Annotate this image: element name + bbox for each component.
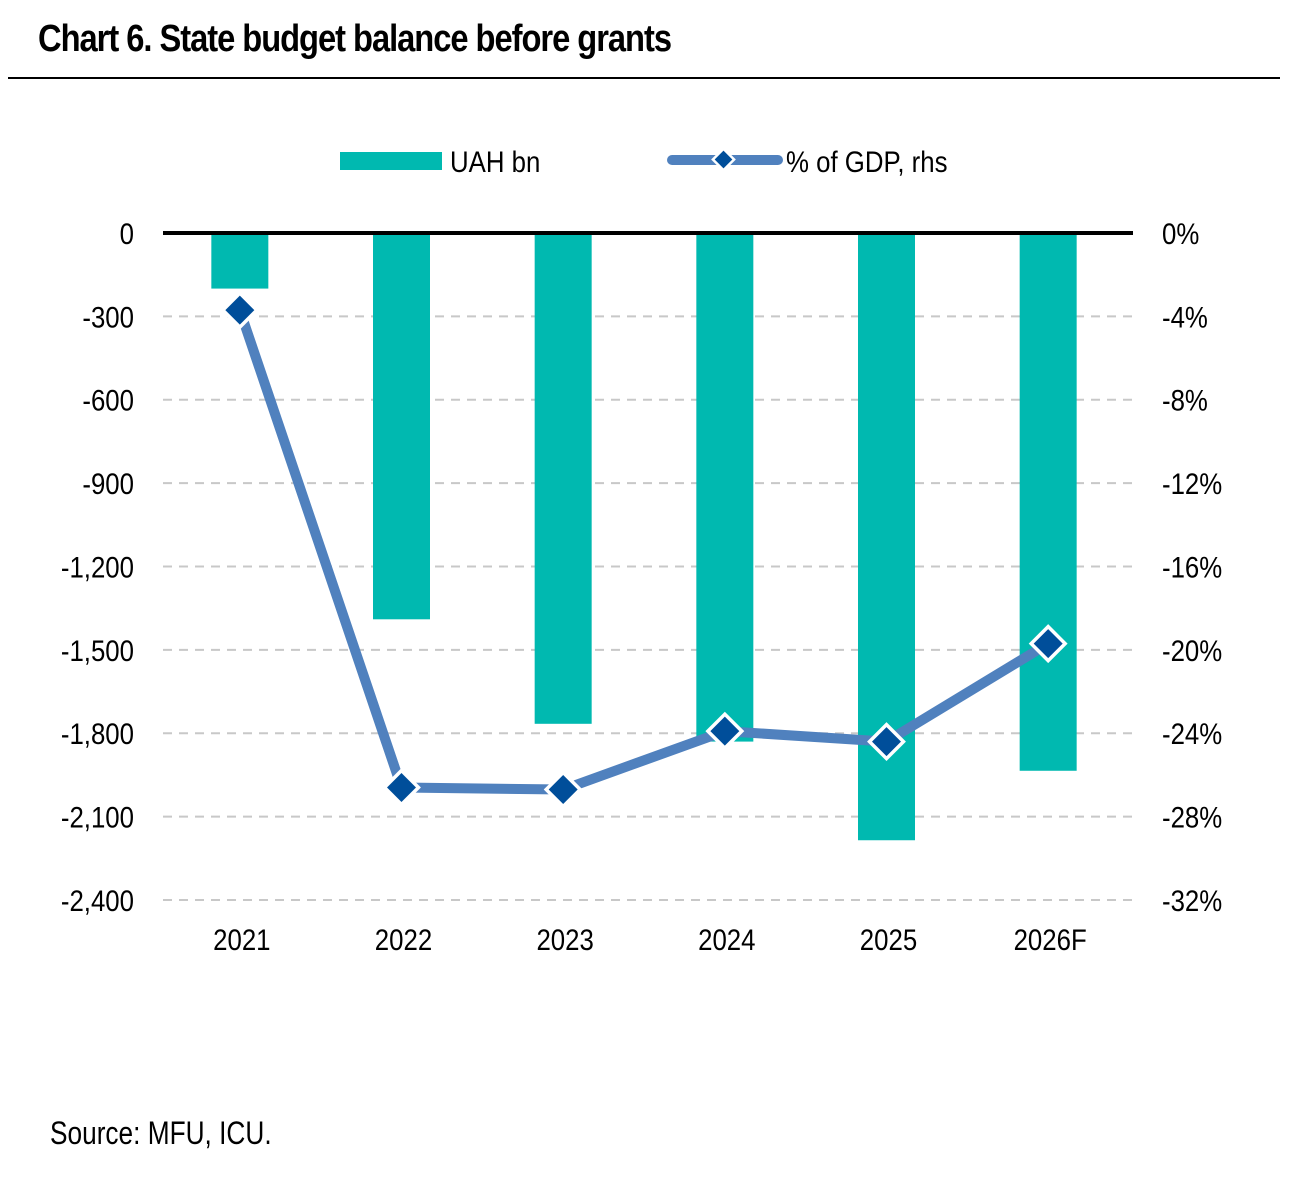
right-axis-ticks: 0% -4% -8% -12% -16% -20% -24% -28% -32%	[1162, 217, 1222, 917]
bar-2021	[211, 233, 269, 289]
left-tick-label: -1,200	[61, 551, 134, 584]
right-tick-label: -8%	[1162, 384, 1208, 417]
left-tick-label: -1,500	[61, 634, 134, 667]
right-tick-label: -32%	[1162, 884, 1222, 917]
legend: UAH bn % of GDP, rhs	[340, 145, 948, 178]
left-axis-ticks: 0 -300 -600 -900 -1,200 -1,500 -1,800 -2,100 -2,…	[61, 217, 134, 917]
gridlines	[163, 315, 1133, 901]
source-note: Source: MFU, ICU.	[50, 1115, 272, 1151]
right-tick-label: -24%	[1162, 717, 1222, 750]
line-series	[220, 290, 1068, 809]
left-tick-label: -300	[82, 301, 134, 334]
right-tick-label: -28%	[1162, 801, 1222, 834]
gdp-line	[235, 308, 1051, 795]
right-tick-label: 0%	[1162, 217, 1199, 250]
x-axis-ticks: 2021 2022 2023 2024 2025 2026F	[213, 923, 1087, 956]
chart-title: Chart 6. State budget balance before gra…	[38, 18, 672, 60]
legend-bar-swatch	[340, 152, 442, 170]
left-tick-label: -2,100	[61, 801, 134, 834]
right-tick-label: -4%	[1162, 301, 1208, 334]
left-tick-label: 0	[120, 217, 134, 250]
bar-2022	[373, 233, 430, 620]
x-tick-label: 2022	[375, 923, 432, 956]
right-tick-label: -12%	[1162, 467, 1222, 500]
point-marker-2024	[705, 711, 745, 751]
x-tick-label: 2026F	[1014, 923, 1087, 956]
left-tick-label: -600	[82, 384, 134, 417]
left-tick-label: -900	[82, 467, 134, 500]
bar-2024	[696, 233, 754, 742]
point-marker-2025	[867, 722, 906, 762]
bar-series	[211, 233, 1077, 841]
x-tick-label: 2021	[213, 923, 270, 956]
x-tick-label: 2023	[536, 923, 593, 956]
left-tick-label: -2,400	[61, 884, 134, 917]
legend-bar-label: UAH bn	[450, 145, 540, 178]
title-divider	[8, 77, 1280, 79]
left-tick-label: -1,800	[61, 717, 134, 750]
right-tick-label: -20%	[1162, 634, 1222, 667]
x-tick-label: 2025	[860, 923, 917, 956]
point-marker-2021	[220, 290, 260, 330]
bar-2026F	[1019, 233, 1077, 771]
bar-2023	[534, 233, 592, 724]
point-marker-2022	[382, 767, 421, 807]
right-tick-label: -16%	[1162, 551, 1222, 584]
point-marker-2026F	[1028, 624, 1068, 664]
legend-diamond-marker-icon	[711, 147, 736, 172]
point-marker-2023	[543, 770, 583, 809]
legend-line-label: % of GDP, rhs	[786, 145, 948, 178]
x-tick-label: 2024	[698, 923, 755, 956]
